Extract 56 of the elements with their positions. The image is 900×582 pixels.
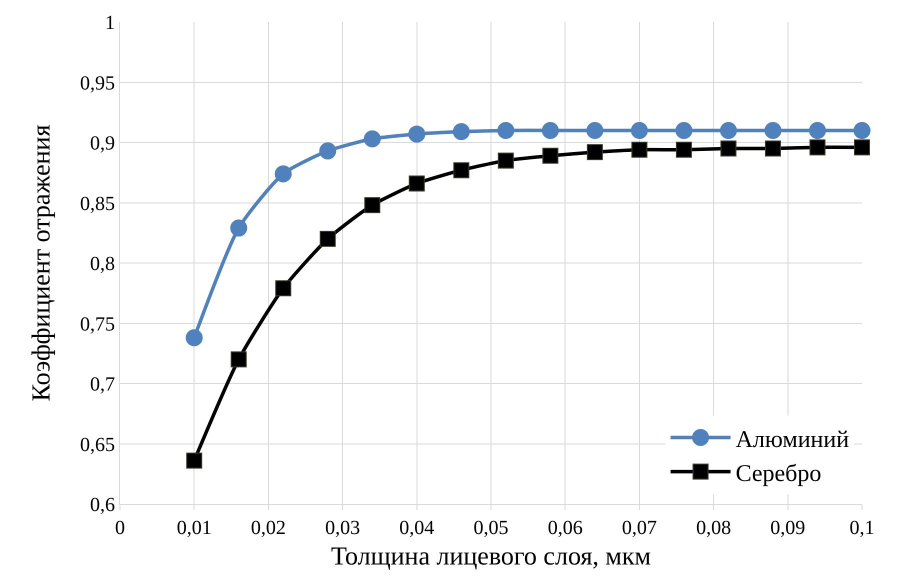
point [586, 144, 603, 160]
point [809, 139, 826, 156]
point [586, 122, 604, 139]
point [319, 142, 336, 160]
point [764, 140, 781, 157]
point [542, 122, 559, 139]
x-tick-label: 0,08 [696, 517, 732, 539]
point [230, 351, 247, 368]
legend-label: Серебро [736, 461, 822, 488]
point [764, 122, 782, 139]
x-axis-title: Толщина лицевого слоя, мкм [331, 542, 651, 571]
x-tick-label: 0,06 [548, 517, 583, 539]
point [186, 452, 202, 469]
legend-label: Алюминий [736, 426, 850, 453]
point [720, 122, 737, 139]
y-tick-label: 0,65 [80, 434, 115, 456]
point [720, 140, 736, 157]
point [364, 130, 381, 148]
x-tick-label: 0,1 [850, 517, 874, 539]
y-tick-label: 0,95 [80, 72, 115, 94]
x-tick-label: 0,04 [399, 517, 434, 539]
point [631, 142, 648, 158]
point [542, 148, 558, 164]
point [676, 142, 692, 158]
point [630, 122, 648, 139]
point [498, 152, 514, 169]
x-tick-label: 0,05 [474, 517, 508, 539]
point [808, 122, 826, 139]
y-tick-label: 0,9 [90, 132, 115, 154]
point [364, 197, 380, 214]
point [408, 175, 425, 192]
y-tick-label: 0,7 [90, 374, 115, 396]
point [408, 126, 426, 143]
x-tick-label: 0 [115, 517, 125, 539]
point [274, 165, 292, 182]
point [497, 122, 514, 139]
y-tick-label: 0,85 [80, 192, 115, 215]
point [186, 329, 203, 346]
x-tick-label: 0,07 [622, 517, 657, 539]
x-tick-label: 0,03 [325, 517, 360, 539]
point [320, 230, 336, 247]
y-axis-title: Коэффициент отражения [26, 124, 56, 402]
point [275, 280, 292, 296]
point [854, 122, 870, 139]
y-tick-label: 0,8 [90, 253, 115, 275]
point [675, 122, 692, 139]
point [452, 123, 470, 140]
point [230, 220, 248, 237]
x-tick-label: 0,02 [250, 517, 286, 539]
x-tick-label: 0,09 [770, 517, 806, 539]
y-tick-label: 1 [105, 12, 115, 34]
y-tick-label: 0,75 [80, 313, 115, 336]
point [453, 162, 470, 178]
point [854, 139, 870, 156]
x-tick-label: 0,01 [176, 517, 212, 539]
y-tick-label: 0,6 [90, 494, 115, 516]
